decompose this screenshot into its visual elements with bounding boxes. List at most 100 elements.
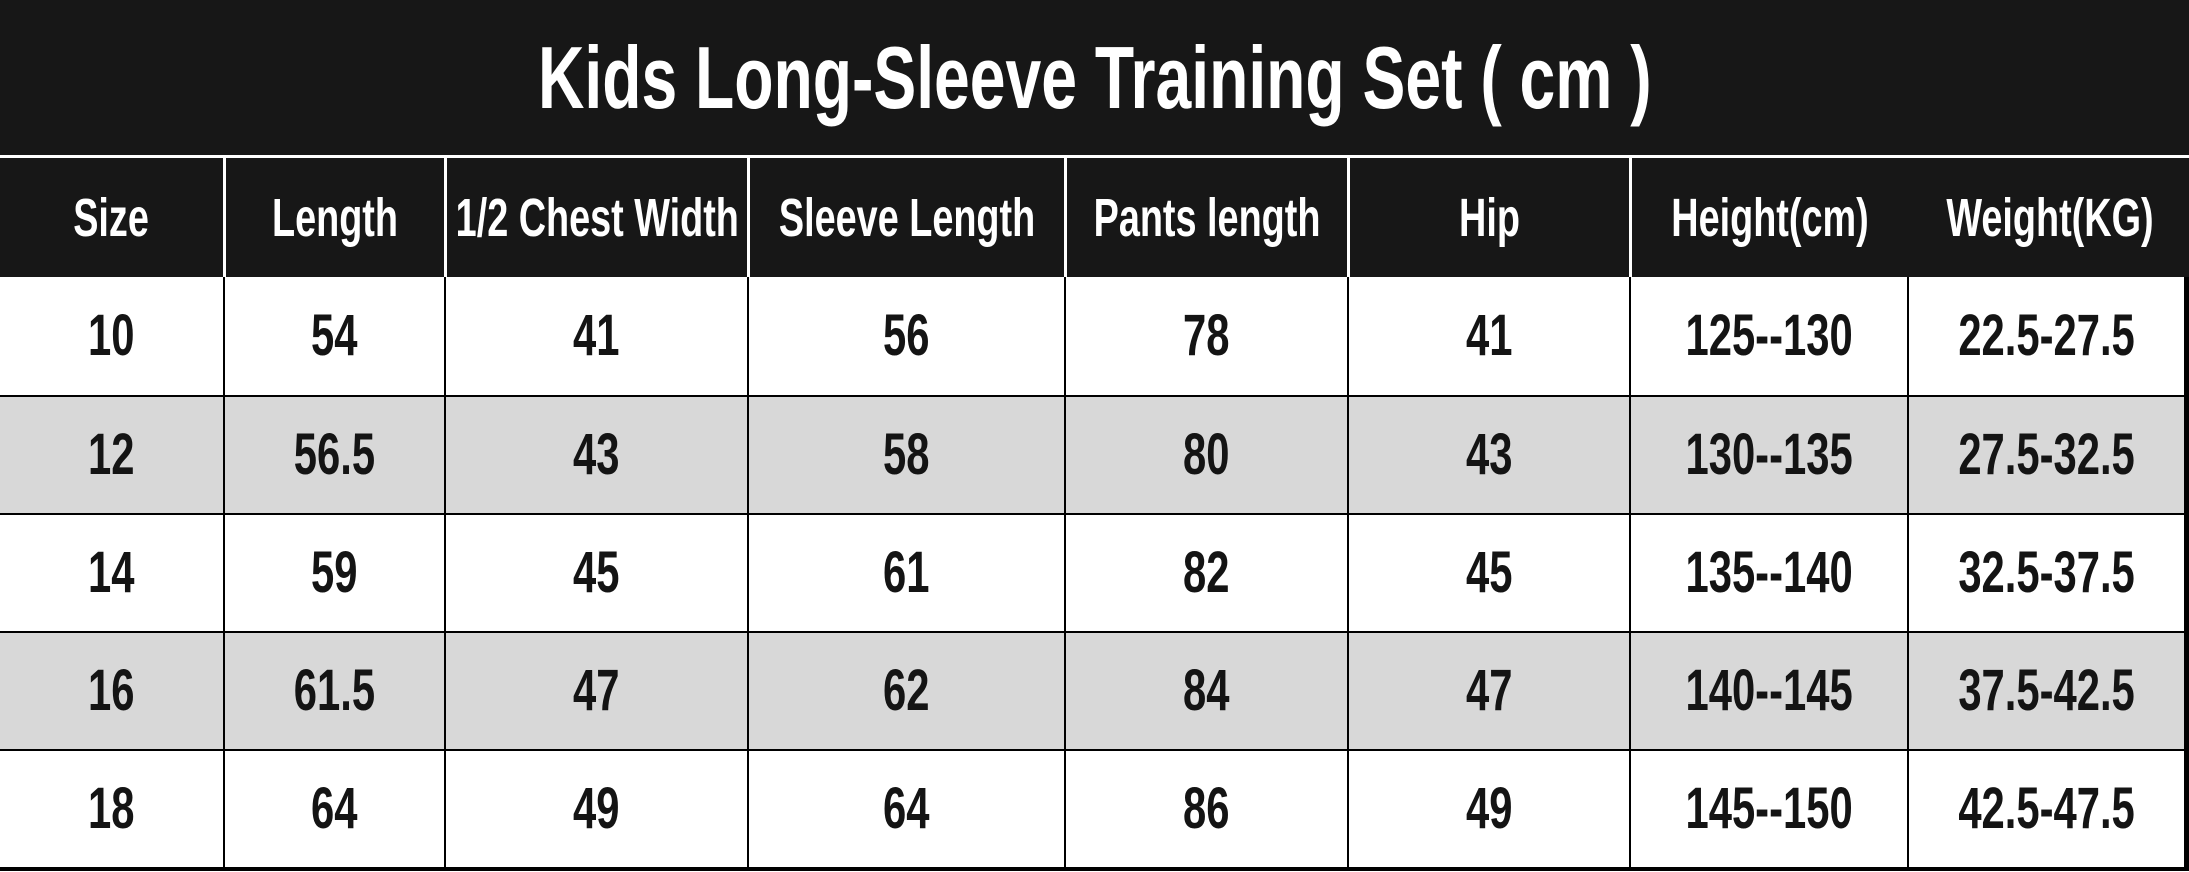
cell-sleeve-length: 62	[747, 631, 1064, 749]
cell-size: 10	[0, 277, 223, 395]
column-header-height-label: Height(cm)	[1670, 187, 1869, 248]
column-header-size-label: Size	[73, 187, 150, 248]
cell-length-value: 64	[311, 776, 358, 841]
cell-size: 16	[0, 631, 223, 749]
column-header-height: Height(cm)	[1629, 158, 1907, 277]
cell-length-value: 61.5	[293, 658, 376, 723]
cell-half-chest-width-value: 47	[573, 658, 620, 723]
table-header-row: Size Length 1/2 Chest Width Sleeve Lengt…	[0, 158, 2189, 277]
cell-length-value: 56.5	[293, 422, 376, 487]
cell-height-value: 145--150	[1685, 776, 1853, 841]
cell-length: 61.5	[223, 631, 444, 749]
column-header-pants-length: Pants length	[1064, 158, 1347, 277]
cell-length-value: 59	[311, 540, 358, 605]
cell-half-chest-width-value: 49	[573, 776, 620, 841]
cell-pants-length: 80	[1064, 395, 1347, 513]
column-header-hip: Hip	[1347, 158, 1629, 277]
cell-hip-value: 49	[1465, 776, 1513, 841]
cell-pants-length: 82	[1064, 513, 1347, 631]
cell-height: 130--135	[1629, 395, 1907, 513]
column-header-size: Size	[0, 158, 223, 277]
cell-weight: 37.5-42.5	[1907, 631, 2189, 749]
cell-hip: 45	[1347, 513, 1629, 631]
cell-height: 135--140	[1629, 513, 1907, 631]
cell-half-chest-width: 49	[444, 749, 747, 867]
cell-size: 12	[0, 395, 223, 513]
chart-title: Kids Long-Sleeve Training Set ( cm )	[537, 27, 1652, 127]
cell-hip: 41	[1347, 277, 1629, 395]
cell-sleeve-length-value: 62	[883, 658, 930, 723]
cell-height-value: 135--140	[1685, 540, 1853, 605]
cell-weight-value: 37.5-42.5	[1958, 658, 2135, 723]
cell-half-chest-width: 41	[444, 277, 747, 395]
cell-weight-value: 27.5-32.5	[1958, 422, 2135, 487]
cell-length: 64	[223, 749, 444, 867]
cell-length-value: 54	[311, 303, 358, 368]
cell-sleeve-length: 61	[747, 513, 1064, 631]
cell-size-value: 12	[88, 422, 135, 487]
cell-hip-value: 45	[1465, 540, 1513, 605]
cell-weight: 42.5-47.5	[1907, 749, 2189, 867]
cell-weight-value: 32.5-37.5	[1958, 540, 2135, 605]
table-row-size-14: 14 59 45 61 82 45 135--140 32.5-37.5	[0, 513, 2189, 631]
cell-pants-length-value: 78	[1183, 303, 1230, 368]
cell-weight: 27.5-32.5	[1907, 395, 2189, 513]
cell-pants-length-value: 82	[1183, 540, 1230, 605]
cell-hip-value: 43	[1465, 422, 1513, 487]
cell-pants-length-value: 86	[1183, 776, 1230, 841]
cell-half-chest-width: 43	[444, 395, 747, 513]
column-header-sleeve-length-label: Sleeve Length	[778, 187, 1036, 248]
column-header-length-label: Length	[272, 187, 398, 248]
cell-sleeve-length-value: 58	[883, 422, 930, 487]
cell-size-value: 14	[88, 540, 135, 605]
cell-sleeve-length-value: 64	[883, 776, 930, 841]
cell-hip-value: 47	[1465, 658, 1513, 723]
column-header-length: Length	[223, 158, 444, 277]
cell-weight-value: 22.5-27.5	[1958, 303, 2135, 368]
cell-height-value: 140--145	[1685, 658, 1853, 723]
cell-pants-length: 84	[1064, 631, 1347, 749]
cell-half-chest-width: 47	[444, 631, 747, 749]
column-header-half-chest-width-label: 1/2 Chest Width	[455, 187, 739, 248]
cell-height: 145--150	[1629, 749, 1907, 867]
cell-length: 54	[223, 277, 444, 395]
table-row-size-18: 18 64 49 64 86 49 145--150 42.5-47.5	[0, 749, 2189, 867]
cell-hip: 47	[1347, 631, 1629, 749]
cell-size: 18	[0, 749, 223, 867]
column-header-sleeve-length: Sleeve Length	[747, 158, 1064, 277]
cell-weight: 32.5-37.5	[1907, 513, 2189, 631]
cell-pants-length: 78	[1064, 277, 1347, 395]
cell-sleeve-length: 56	[747, 277, 1064, 395]
cell-length: 56.5	[223, 395, 444, 513]
cell-half-chest-width: 45	[444, 513, 747, 631]
cell-sleeve-length: 64	[747, 749, 1064, 867]
cell-half-chest-width-value: 45	[573, 540, 620, 605]
cell-half-chest-width-value: 41	[573, 303, 620, 368]
table-row-size-16: 16 61.5 47 62 84 47 140--145 37.5-42.5	[0, 631, 2189, 749]
size-table: Size Length 1/2 Chest Width Sleeve Lengt…	[0, 158, 2189, 871]
column-header-weight: Weight(KG)	[1907, 158, 2189, 277]
cell-size-value: 18	[88, 776, 135, 841]
cell-sleeve-length: 58	[747, 395, 1064, 513]
cell-pants-length-value: 80	[1183, 422, 1230, 487]
cell-weight: 22.5-27.5	[1907, 277, 2189, 395]
cell-size-value: 16	[88, 658, 135, 723]
cell-weight-value: 42.5-47.5	[1958, 776, 2135, 841]
cell-height: 125--130	[1629, 277, 1907, 395]
cell-pants-length-value: 84	[1183, 658, 1230, 723]
column-header-hip-label: Hip	[1459, 187, 1520, 248]
cell-height-value: 125--130	[1685, 303, 1853, 368]
cell-height-value: 130--135	[1685, 422, 1853, 487]
cell-hip-value: 41	[1465, 303, 1513, 368]
cell-pants-length: 86	[1064, 749, 1347, 867]
column-header-half-chest-width: 1/2 Chest Width	[444, 158, 747, 277]
cell-sleeve-length-value: 61	[883, 540, 930, 605]
cell-size-value: 10	[88, 303, 135, 368]
cell-length: 59	[223, 513, 444, 631]
cell-height: 140--145	[1629, 631, 1907, 749]
cell-half-chest-width-value: 43	[573, 422, 620, 487]
cell-hip: 49	[1347, 749, 1629, 867]
chart-title-bar: Kids Long-Sleeve Training Set ( cm )	[0, 0, 2189, 155]
table-row-size-10: 10 54 41 56 78 41 125--130 22.5-27.5	[0, 277, 2189, 395]
